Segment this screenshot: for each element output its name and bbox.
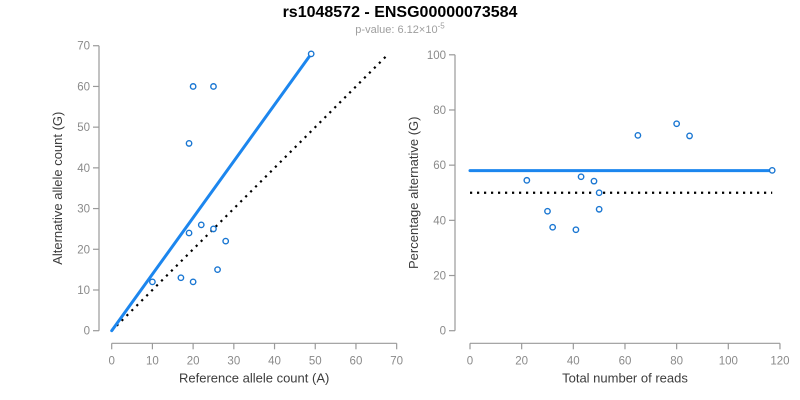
x-tick-label: 30: [227, 355, 240, 367]
y-tick-label: 30: [77, 204, 90, 216]
data-point: [214, 266, 221, 274]
x-tick-label: 10: [146, 355, 159, 367]
reference-dotted-line: [110, 53, 390, 332]
x-axis-label: Reference allele count (A): [179, 370, 329, 385]
y-tick-label: 80: [433, 105, 446, 117]
x-axis-label: Total number of reads: [562, 370, 688, 385]
data-point: [634, 131, 642, 139]
data-point: [222, 237, 230, 245]
y-tick-label: 10: [77, 285, 90, 297]
data-point: [185, 229, 193, 237]
x-tick-label: 20: [515, 355, 528, 367]
x-tick-label: 20: [187, 355, 200, 367]
data-point: [210, 83, 217, 90]
data-point: [673, 120, 681, 128]
panel-percentage-vs-reads: 0 20 40 60 80 100 0 20 40 60 80 100 120 Total number …: [406, 50, 790, 385]
data-point: [590, 177, 598, 185]
y-tick-label: 50: [77, 122, 90, 134]
data-point: [189, 83, 197, 90]
data-point: [686, 132, 693, 140]
x-tick-label: 80: [670, 355, 683, 367]
data-point: [189, 278, 197, 286]
data-point: [595, 205, 603, 213]
x-tick-label: 40: [268, 355, 281, 367]
figure-subtitle: p-value: 6.12×10-5: [0, 21, 800, 36]
x-tick-label: 60: [350, 355, 363, 367]
x-tick-label: 70: [390, 355, 403, 367]
x-tick-label: 0: [467, 355, 473, 367]
data-point: [549, 223, 557, 231]
p-value-exponent: -5: [437, 21, 445, 31]
y-tick-label: 40: [433, 215, 446, 227]
data-point: [595, 189, 603, 197]
data-point: [177, 274, 185, 282]
y-tick-label: 60: [77, 81, 90, 93]
data-point: [523, 176, 531, 184]
x-tick-label: 120: [770, 355, 789, 367]
data-point: [307, 50, 315, 58]
figure-title: rs1048572 - ENSG00000073584: [282, 4, 518, 21]
data-point: [577, 173, 585, 181]
data-point: [768, 167, 776, 174]
y-tick-label: 70: [77, 41, 90, 53]
y-tick-label: 60: [433, 160, 446, 172]
data-point: [197, 221, 205, 229]
y-axis-label: Alternative allele count (G): [50, 112, 65, 265]
y-tick-label: 20: [433, 271, 446, 283]
data-point: [185, 140, 193, 147]
y-tick-label: 0: [440, 326, 446, 338]
data-point: [544, 207, 551, 215]
p-value-text: p-value: 6.12×10: [355, 24, 438, 36]
y-tick-label: 0: [84, 326, 90, 338]
y-tick-label: 20: [77, 244, 90, 256]
x-tick-label: 40: [567, 355, 580, 367]
y-tick-label: 100: [427, 50, 446, 62]
x-tick-label: 0: [108, 355, 114, 367]
fit-line: [110, 52, 313, 333]
x-tick-label: 100: [719, 355, 738, 367]
y-tick-label: 40: [77, 163, 90, 175]
data-point: [149, 278, 156, 286]
data-point: [210, 225, 217, 233]
x-tick-label: 60: [619, 355, 632, 367]
x-tick-label: 50: [309, 355, 322, 367]
panel-allele-counts: 0 10 20 30 40 50 60 70 0 10 20 30 40 50 60 70 Reference …: [50, 41, 403, 386]
y-axis-label: Percentage alternative (G): [406, 117, 421, 269]
data-point: [572, 226, 580, 234]
